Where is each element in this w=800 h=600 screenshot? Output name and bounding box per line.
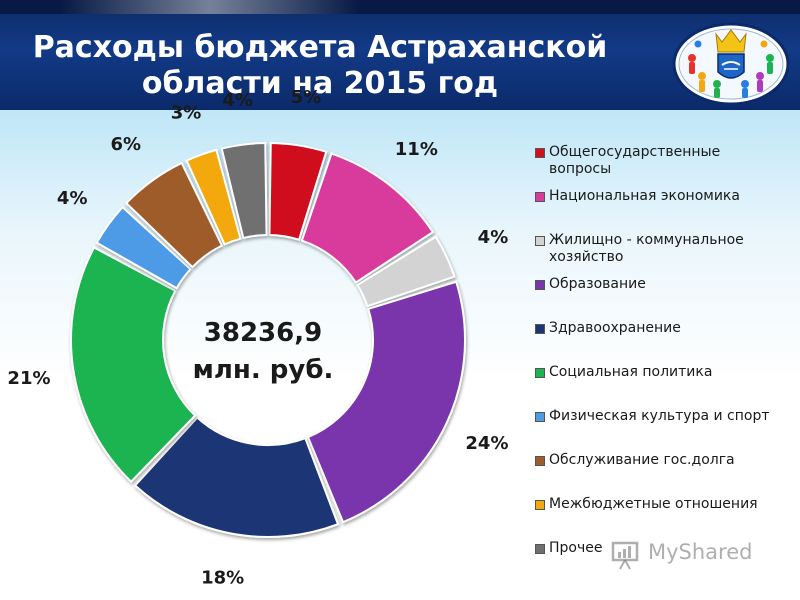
legend-label-line: Национальная экономика bbox=[549, 188, 740, 204]
legend-label: Социальная политика bbox=[549, 364, 794, 381]
legend-swatch bbox=[535, 192, 545, 202]
header-shine bbox=[60, 0, 360, 14]
donut-slice-10 bbox=[220, 142, 268, 240]
donut-slice-7 bbox=[95, 205, 192, 290]
presentation-icon bbox=[611, 541, 639, 570]
legend-label: Обслуживание гос.долга bbox=[549, 452, 794, 469]
watermark-text: MyShared bbox=[648, 540, 753, 564]
legend-label-line: Здравоохранение bbox=[549, 320, 681, 336]
slice-percent-label: 24% bbox=[465, 433, 508, 454]
legend-label-line: Общегосударственные bbox=[549, 144, 721, 160]
legend-swatch bbox=[535, 236, 545, 246]
header-top-stripe bbox=[0, 0, 800, 14]
slice-percent-label: 21% bbox=[7, 368, 50, 389]
slice-percent-label: 5% bbox=[291, 87, 322, 108]
slice-percent-label: 4% bbox=[222, 90, 253, 111]
legend-label-line: Образование bbox=[549, 276, 646, 292]
watermark: MyShared bbox=[610, 538, 770, 572]
slice-percent-label: 6% bbox=[110, 134, 141, 155]
header-bar: Расходы бюджета Астраханской области на … bbox=[0, 0, 800, 110]
astrakhan-emblem-icon bbox=[672, 22, 790, 106]
legend-label-line: Обслуживание гос.долга bbox=[549, 452, 735, 468]
legend-swatch bbox=[535, 280, 545, 290]
title-line-1: Расходы бюджета Астраханской bbox=[32, 30, 608, 65]
donut-slice-8 bbox=[124, 161, 224, 269]
legend-swatch bbox=[535, 500, 545, 510]
legend-label-line: Прочее bbox=[549, 540, 603, 556]
legend-label: Образование bbox=[549, 276, 794, 293]
slice-percent-label: 4% bbox=[57, 188, 88, 209]
legend-swatch bbox=[535, 544, 545, 554]
legend-label: Физическая культура и спорт bbox=[549, 408, 794, 425]
chart-center-unit: млн. руб. bbox=[193, 355, 334, 385]
donut-slice-1 bbox=[268, 142, 328, 241]
chart-legend: Общегосударственные вопросы Национальная э… bbox=[535, 140, 795, 580]
legend-label: Межбюджетные отношения bbox=[549, 496, 794, 513]
legend-label-line: Межбюджетные отношения bbox=[549, 496, 758, 512]
legend-label: Общегосударственные вопросы bbox=[549, 144, 794, 178]
slice-percent-label: 3% bbox=[171, 102, 202, 123]
legend-label-line: Жилищно - коммунальное bbox=[549, 232, 744, 248]
legend-label: Жилищно - коммунальное хозяйство bbox=[549, 232, 794, 266]
title-line-2: области на 2015 год bbox=[141, 66, 499, 101]
page-title: Расходы бюджета Астраханской области на … bbox=[20, 30, 620, 102]
donut-slice-5 bbox=[133, 416, 340, 538]
donut-slice-9 bbox=[185, 148, 242, 246]
slice-percent-label: 4% bbox=[478, 227, 509, 248]
slice-percent-label: 18% bbox=[201, 568, 244, 589]
legend-swatch bbox=[535, 368, 545, 378]
slice-percent-label: 11% bbox=[395, 139, 438, 160]
legend-swatch bbox=[535, 324, 545, 334]
donut-slice-6 bbox=[70, 246, 197, 484]
donut-slice-3 bbox=[356, 235, 456, 308]
legend-swatch bbox=[535, 148, 545, 158]
donut-slice-2 bbox=[300, 152, 435, 284]
legend-swatch bbox=[535, 412, 545, 422]
legend-label-line: Физическая культура и спорт bbox=[549, 408, 770, 424]
legend-swatch bbox=[535, 456, 545, 466]
legend-label-line: вопросы bbox=[549, 161, 612, 177]
legend-label: Национальная экономика bbox=[549, 188, 794, 205]
chart-center-value: 38236,9 bbox=[204, 318, 322, 348]
legend-label-line: Социальная политика bbox=[549, 364, 713, 380]
legend-label: Здравоохранение bbox=[549, 320, 794, 337]
legend-label: Прочее bbox=[549, 540, 794, 557]
donut-slice-4 bbox=[306, 280, 466, 524]
legend-label-line: хозяйство bbox=[549, 249, 624, 265]
